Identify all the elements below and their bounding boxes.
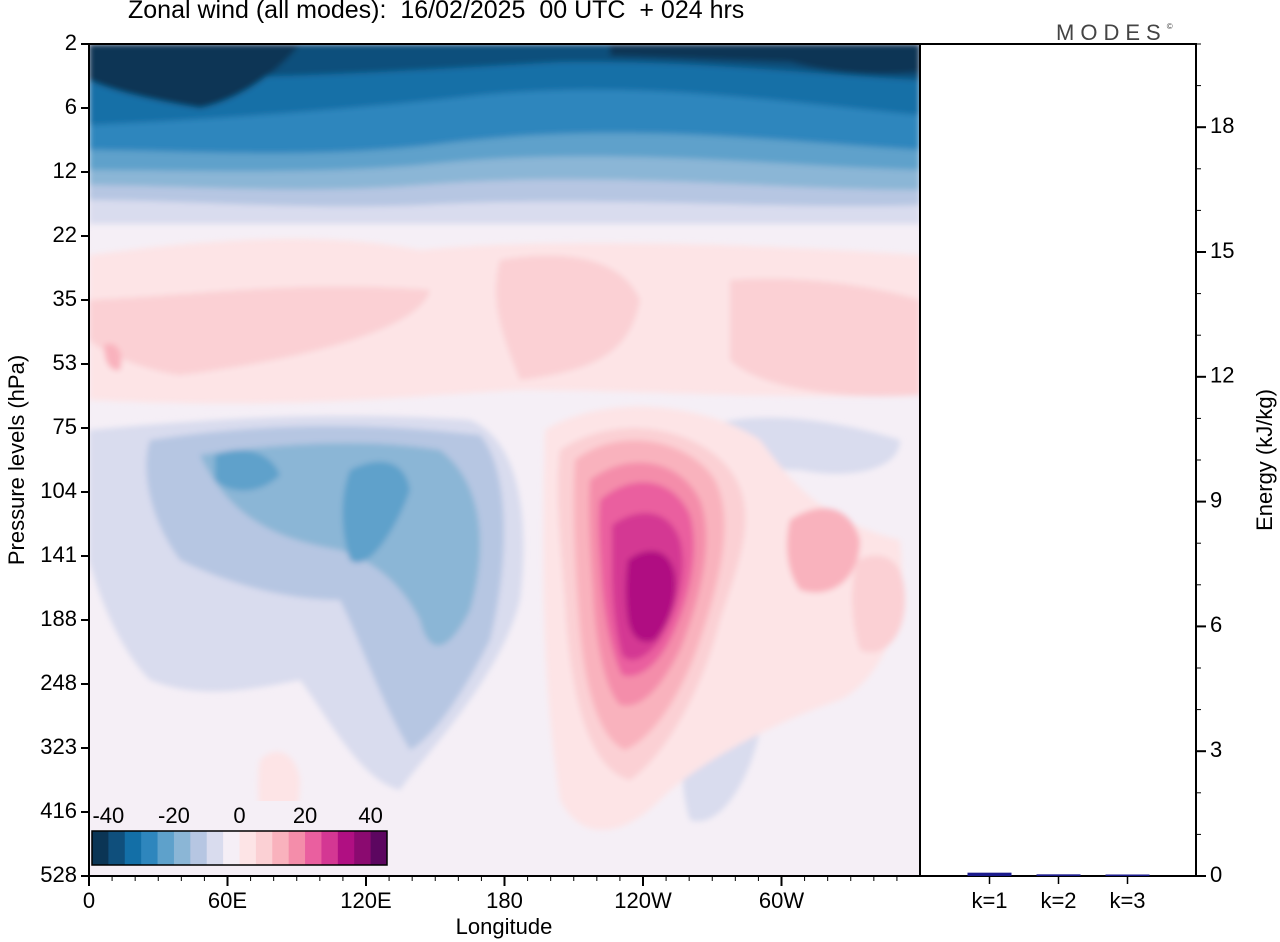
energy-category-label: k=1 (971, 888, 1007, 913)
brand-text: MODES (1056, 20, 1167, 45)
energy-axis-label: Energy (kJ/kg) (1252, 389, 1277, 531)
colorbar-swatch (108, 831, 126, 865)
page-title: Zonal wind (all modes): 16/02/2025 00 UT… (128, 0, 745, 24)
energy-category-label: k=3 (1109, 888, 1145, 913)
pressure-tick-label: 104 (40, 478, 77, 503)
pressure-ticks: 2 6 12 22 35 53 75 104 141 188 248 323 416 528 (40, 30, 89, 887)
pressure-tick-label: 2 (65, 30, 77, 55)
energy-tick-label: 6 (1210, 612, 1222, 637)
pressure-tick-label: 6 (65, 94, 77, 119)
colorbar-tick-label: 20 (293, 803, 317, 828)
brand-logo: MODES© (1056, 20, 1173, 46)
longitude-tick-label: 180 (486, 888, 523, 913)
colorbar-frame (91, 830, 388, 866)
colorbar-swatch (239, 831, 257, 865)
energy-bar (967, 872, 1012, 876)
energy-bars: k=1 k=2 k=3 (967, 872, 1150, 913)
colorbar-swatch (190, 831, 208, 865)
colorbar-swatch (321, 831, 339, 865)
colorbar-swatch (255, 831, 273, 865)
brand-mark: © (1166, 22, 1173, 31)
energy-tick-label: 3 (1210, 737, 1222, 762)
longitude-tick-label: 0 (83, 888, 95, 913)
pressure-tick-label: 75 (53, 414, 77, 439)
colorbar: -40 -20 0 20 40 (90, 801, 389, 867)
longitude-tick-label: 60W (759, 888, 804, 913)
colorbar-tick-label: -40 (92, 803, 124, 828)
x-axis-label: Longitude (456, 914, 553, 939)
colorbar-swatch (92, 831, 109, 865)
colorbar-swatch (272, 831, 290, 865)
colorbar-swatch (206, 831, 224, 865)
energy-panel-frame (919, 43, 1197, 877)
colorbar-swatch (173, 831, 191, 865)
colorbar-swatch (337, 831, 355, 865)
colorbar-swatch (223, 831, 240, 865)
colorbar-tick-label: 40 (358, 803, 382, 828)
pressure-tick-label: 248 (40, 670, 77, 695)
pressure-tick-label: 53 (53, 350, 77, 375)
energy-bar (1036, 874, 1081, 876)
energy-axis: 0 3 6 9 12 15 18 (1196, 43, 1234, 887)
energy-tick-label: 18 (1210, 113, 1234, 138)
y-axis-label: Pressure levels (hPa) (4, 355, 29, 565)
colorbar-tick-label: -20 (158, 803, 190, 828)
energy-tick-label: 15 (1210, 238, 1234, 263)
pressure-tick-label: 528 (40, 862, 77, 887)
longitude-ticks: 0 60E 120E 180 120W 60W (83, 876, 898, 913)
energy-tick-label: 0 (1210, 862, 1222, 887)
longitude-tick-label: 60E (208, 888, 247, 913)
colorbar-swatch (141, 831, 159, 865)
pressure-tick-label: 188 (40, 606, 77, 631)
colorbar-swatch (370, 831, 388, 865)
colorbar-swatch (124, 831, 142, 865)
pressure-tick-label: 35 (53, 286, 77, 311)
energy-category-label: k=2 (1040, 888, 1076, 913)
energy-tick-label: 9 (1210, 487, 1222, 512)
pressure-tick-label: 12 (53, 158, 77, 183)
pressure-tick-label: 22 (53, 222, 77, 247)
longitude-tick-label: 120E (340, 888, 391, 913)
colorbar-tick-label: 0 (233, 803, 245, 828)
colorbar-swatch (305, 831, 322, 865)
energy-bar (1105, 874, 1150, 876)
energy-tick-label: 12 (1210, 363, 1234, 388)
colorbar-swatch (157, 831, 175, 865)
longitude-tick-label: 120W (614, 888, 672, 913)
pressure-tick-label: 323 (40, 734, 77, 759)
pressure-tick-label: 141 (40, 542, 77, 567)
heatmap-field (89, 44, 920, 876)
pressure-tick-label: 416 (40, 798, 77, 823)
colorbar-swatch (288, 831, 306, 865)
colorbar-swatch (354, 831, 372, 865)
